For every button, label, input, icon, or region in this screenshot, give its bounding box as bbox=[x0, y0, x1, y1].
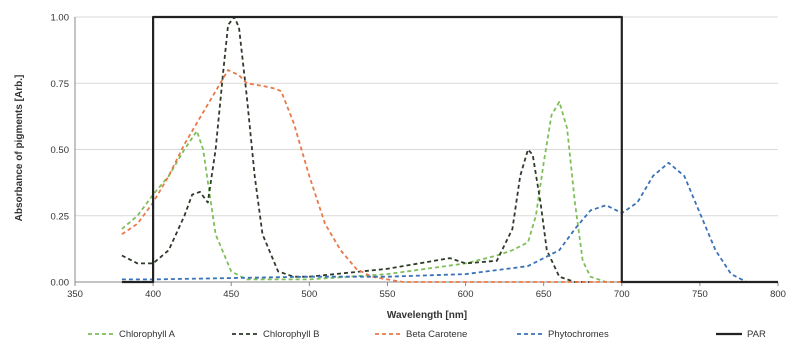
legend-label-chlorophyll-a: Chlorophyll A bbox=[119, 329, 176, 340]
legend-label-par: PAR bbox=[747, 329, 766, 340]
series-lines bbox=[121, 15, 778, 284]
series-chlorophyll-a-line bbox=[121, 100, 622, 283]
series-par-line bbox=[121, 15, 778, 284]
x-tick-label: 750 bbox=[692, 289, 708, 300]
axes bbox=[74, 17, 779, 286]
tick-labels: 0.00 0.25 0.50 0.75 1.00 350 400 450 500 550 600 65… bbox=[51, 13, 786, 301]
y-tick-label: 0.00 bbox=[51, 278, 70, 289]
legend: Chlorophyll A Chlorophyll B Beta Carotene P… bbox=[88, 329, 766, 340]
x-tick-label: 450 bbox=[223, 289, 239, 300]
y-tick-label: 0.25 bbox=[51, 211, 70, 222]
grid-lines bbox=[75, 16, 778, 217]
legend-label-beta-carotene: Beta Carotene bbox=[406, 329, 467, 340]
y-axis-label: Absorbance of pigments [Arb.] bbox=[14, 75, 25, 222]
series-beta-carotene-line bbox=[121, 69, 778, 283]
x-tick-label: 700 bbox=[614, 289, 630, 300]
y-tick-label: 0.50 bbox=[51, 145, 70, 156]
x-tick-label: 650 bbox=[536, 289, 552, 300]
x-tick-label: 600 bbox=[458, 289, 474, 300]
y-tick-label: 0.75 bbox=[51, 79, 70, 90]
x-axis-label: Wavelength [nm] bbox=[387, 310, 467, 321]
legend-label-chlorophyll-b: Chlorophyll B bbox=[263, 329, 320, 340]
series-phytochromes-line bbox=[121, 161, 748, 283]
x-tick-label: 400 bbox=[145, 289, 161, 300]
y-tick-label: 1.00 bbox=[51, 13, 70, 24]
x-tick-label: 500 bbox=[301, 289, 317, 300]
series-chlorophyll-b-line bbox=[121, 16, 591, 283]
x-tick-label: 550 bbox=[380, 289, 396, 300]
x-tick-label: 800 bbox=[770, 289, 786, 300]
x-tick-label: 350 bbox=[67, 289, 83, 300]
legend-label-phytochromes: Phytochromes bbox=[548, 329, 609, 340]
